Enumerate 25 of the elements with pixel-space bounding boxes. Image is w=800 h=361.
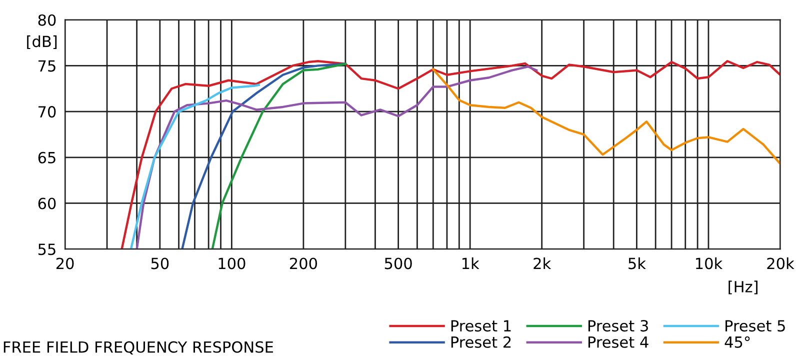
legend-label: 45° xyxy=(724,336,750,348)
x-tick-label: 10k xyxy=(696,257,723,270)
x-tick-label: 500 xyxy=(384,258,412,270)
x-tick-label: 20k xyxy=(767,257,794,270)
x-tick-label: 1k xyxy=(462,257,480,270)
x-tick-label: 2k xyxy=(534,257,552,270)
y-tick-label: 55 xyxy=(38,244,56,256)
x-tick-label: 20 xyxy=(56,258,74,270)
y-tick-label: 65 xyxy=(38,152,56,164)
legend-label: Preset 1 xyxy=(451,320,511,332)
y-tick-label: 70 xyxy=(38,106,56,118)
x-tick-label: 50 xyxy=(151,258,169,270)
y-tick-label: 75 xyxy=(38,60,56,72)
legend-label: Preset 3 xyxy=(588,320,648,332)
x-axis-title: [Hz] xyxy=(728,280,758,294)
x-tick-label: 100 xyxy=(218,258,246,270)
y-tick-label: 60 xyxy=(38,198,56,210)
y-tick-label: 80 xyxy=(38,14,56,26)
legend-label: Preset 2 xyxy=(451,336,511,348)
y-axis-title: [dB] xyxy=(27,35,57,50)
legend-label: Preset 5 xyxy=(726,320,785,332)
x-tick-label: 200 xyxy=(290,258,318,270)
legend-label: Preset 4 xyxy=(588,336,648,348)
text: FREE FIELD FREQUENCY RESPONSE xyxy=(4,341,273,355)
x-tick-label: 5k xyxy=(628,257,646,270)
